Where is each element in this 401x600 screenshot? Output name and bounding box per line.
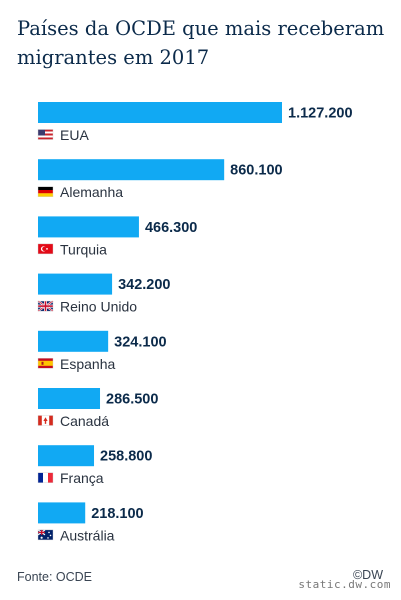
category-label-eua: EUA [60,127,89,143]
value-label-australia: 218.100 [91,506,143,522]
bar-espanha [38,330,109,352]
bar-alemanha [38,159,225,181]
bar-turquia [38,216,139,238]
flag-de-icon [37,186,54,197]
flag-au-icon [37,529,54,541]
bar-franca [38,445,95,467]
category-label-espanha: Espanha [60,356,115,372]
bar-canada [38,388,101,409]
category-label-turquia: Turquia [60,241,107,257]
flag-tr-icon [37,243,54,255]
brand-logo: ©DW [352,568,383,582]
value-label-eua: 1.127.200 [288,106,353,122]
flag-ca-icon [37,415,54,426]
value-label-espanha: 324.100 [114,334,166,350]
category-label-australia: Austrália [60,527,115,543]
category-label-canada: Canadá [60,413,109,429]
value-label-alemanha: 860.100 [230,163,282,179]
watermark: static.dw.com [298,578,391,591]
bar-reino-unido [38,273,113,295]
value-label-canada: 286.500 [106,392,158,408]
bar-eua [38,102,282,123]
flag-fr-icon [37,472,54,483]
flag-es-icon [37,358,54,369]
flag-uk-icon [37,300,54,312]
category-label-reino-unido: Reino Unido [60,299,137,315]
bar-australia [38,502,86,524]
category-label-franca: França [60,470,104,486]
bar-chart: 1.127.200 EUA 860.100 Alemanha 466.300 Turqui… [37,102,353,543]
value-label-turquia: 466.300 [145,220,197,236]
category-label-alemanha: Alemanha [60,184,123,200]
chart-title: Países da OCDE que mais receberam migran… [17,17,385,69]
source-note: Fonte: OCDE [17,570,93,584]
value-label-reino-unido: 342.200 [118,277,170,293]
flag-us-icon [37,129,54,140]
value-label-franca: 258.800 [100,449,152,465]
